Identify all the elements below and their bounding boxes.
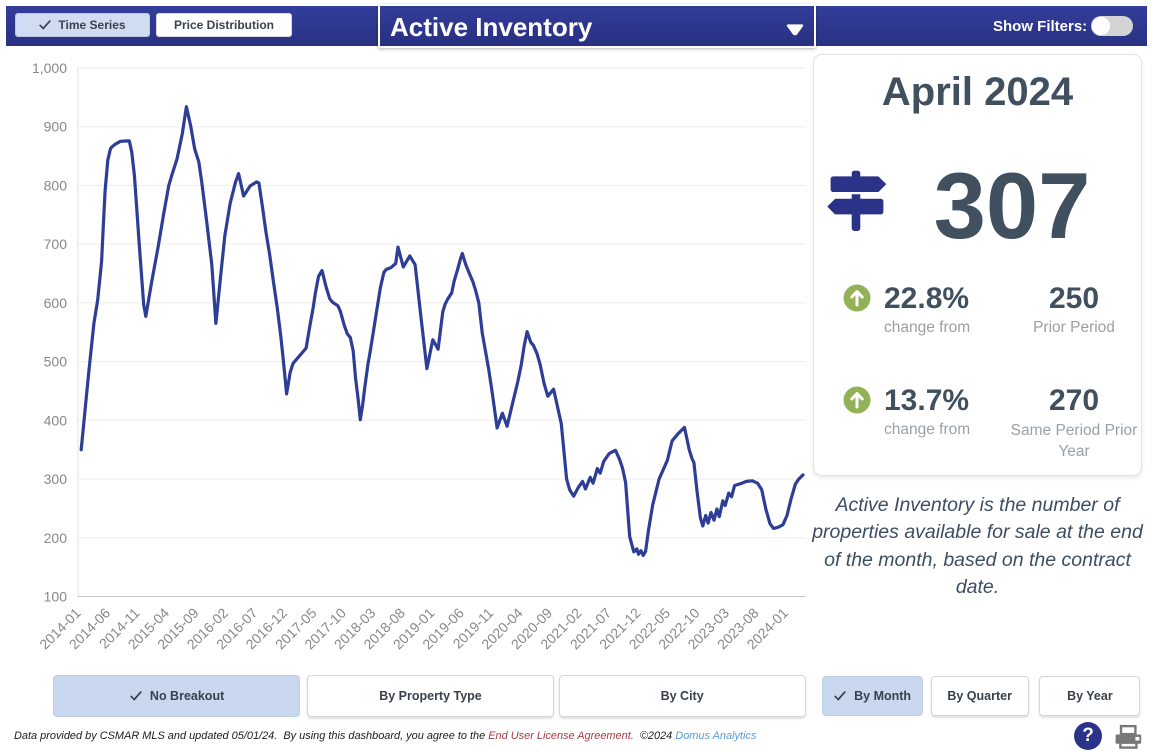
svg-text:800: 800: [44, 177, 68, 193]
svg-text:500: 500: [44, 354, 68, 370]
svg-text:700: 700: [44, 236, 68, 252]
svg-text:200: 200: [44, 530, 68, 546]
svg-text:300: 300: [44, 471, 68, 487]
svg-text:100: 100: [44, 589, 68, 605]
svg-text:900: 900: [44, 119, 68, 135]
svg-text:400: 400: [44, 412, 68, 428]
svg-text:1,000: 1,000: [32, 60, 67, 76]
svg-text:600: 600: [44, 295, 68, 311]
